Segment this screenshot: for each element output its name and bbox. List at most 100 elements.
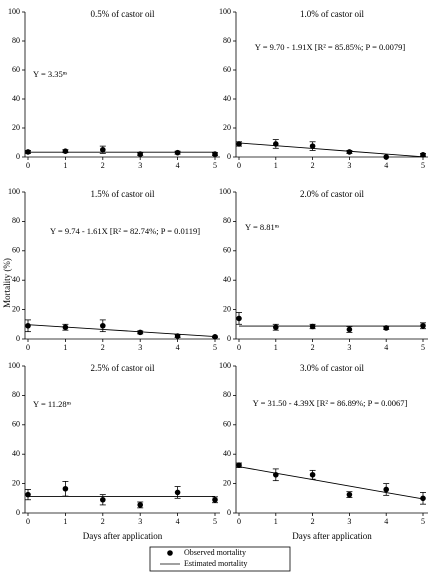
observed-point [236,315,242,322]
x-tick-label: 0 [26,161,30,170]
x-tick-label: 5 [421,517,425,526]
equation: Y = 3.35ⁿˢ [33,69,67,79]
panel-title: 2.5% of castor oil [91,363,155,373]
x-tick-label: 3 [347,161,351,170]
x-tick-label: 2 [101,343,105,352]
equation: Y = 31.50 - 4.39X [R² = 86.89%; P = 0.00… [253,398,408,408]
x-tick-label: 1 [274,161,278,170]
observed-point [62,485,69,492]
observed-point [174,149,181,156]
x-tick-label: 4 [384,343,388,352]
y-tick-label: 60 [223,246,231,255]
observed-point [236,141,242,147]
x-tick-label: 1 [274,517,278,526]
observed-point [346,326,353,333]
x-tick-label: 2 [311,343,315,352]
panel-title: 0.5% of castor oil [91,9,155,19]
y-tick-label: 0 [227,508,231,517]
x-axis-label: Days after application [292,531,372,541]
observed-point [100,496,106,503]
observed-point [137,502,143,508]
equation: Y = 9.74 - 1.61X [R² = 82.74%; P = 0.011… [50,226,200,236]
observed-point [273,471,279,478]
observed-point [236,462,242,469]
observed-point [25,322,31,329]
observed-point [62,324,69,331]
observed-point [62,148,69,154]
legend-box [149,546,291,572]
x-tick-label: 2 [311,517,315,526]
observed-point [346,491,353,498]
observed-point [383,325,390,331]
x-tick-label: 5 [213,343,217,352]
y-tick-label: 40 [12,449,20,458]
x-tick-label: 4 [176,517,180,526]
estimated-line [238,142,424,158]
y-tick-label: 0 [227,334,231,343]
x-tick-label: 2 [101,517,105,526]
observed-point [346,149,353,155]
x-tick-label: 5 [213,161,217,170]
y-tick-label: 100 [8,361,20,370]
observed-point [212,496,218,503]
y-tick-label: 80 [12,390,20,399]
x-tick-label: 4 [384,517,388,526]
observed-point [100,146,106,153]
y-tick-label: 100 [8,187,20,196]
x-tick-label: 1 [63,517,67,526]
legend-marker [167,550,173,556]
x-tick-label: 1 [274,343,278,352]
y-tick-label: 80 [223,216,231,225]
y-tick-label: 100 [219,7,231,16]
y-tick-label: 0 [227,152,231,161]
observed-point [273,324,279,331]
y-tick-label: 100 [219,187,231,196]
observed-point [174,489,181,496]
observed-point [420,322,426,329]
y-tick-label: 40 [223,94,231,103]
x-tick-label: 3 [347,517,351,526]
y-tick-label: 40 [12,275,20,284]
equation: Y = 9.70 - 1.91X [R² = 85.85%; P = 0.007… [255,42,406,52]
x-tick-label: 0 [237,343,241,352]
observed-point [174,333,181,339]
y-tick-label: 100 [219,361,231,370]
legend-label: Estimated mortality [184,559,247,568]
x-axis-label: Days after application [83,531,163,541]
equation: Y = 8.81ⁿˢ [245,222,279,232]
legend-label: Observed mortality [184,548,246,557]
observed-point [273,141,279,147]
y-tick-label: 20 [12,478,20,487]
x-tick-label: 5 [421,343,425,352]
y-tick-label: 20 [223,123,231,132]
x-tick-label: 0 [237,517,241,526]
observed-point [383,154,390,160]
y-tick-label: 100 [8,7,20,16]
x-tick-label: 1 [63,161,67,170]
x-tick-label: 0 [237,161,241,170]
y-tick-label: 40 [12,94,20,103]
equation: Y = 11.28ⁿˢ [33,399,71,409]
observed-point [420,152,426,158]
y-tick-label: 20 [223,478,231,487]
y-tick-label: 80 [223,36,231,45]
x-tick-label: 5 [213,517,217,526]
y-tick-label: 40 [223,275,231,284]
y-tick-label: 20 [12,123,20,132]
x-tick-label: 3 [138,517,142,526]
y-tick-label: 80 [223,390,231,399]
y-tick-label: 20 [223,304,231,313]
y-tick-label: 80 [12,216,20,225]
observed-point [383,486,390,493]
x-tick-label: 1 [63,343,67,352]
x-tick-label: 2 [101,161,105,170]
x-tick-label: 5 [421,161,425,170]
y-tick-label: 20 [12,304,20,313]
panel-title: 1.5% of castor oil [91,189,155,199]
y-tick-label: 60 [12,65,20,74]
y-tick-label: 80 [12,36,20,45]
y-tick-label: 60 [223,420,231,429]
x-tick-label: 4 [384,161,388,170]
observed-point [309,143,316,149]
